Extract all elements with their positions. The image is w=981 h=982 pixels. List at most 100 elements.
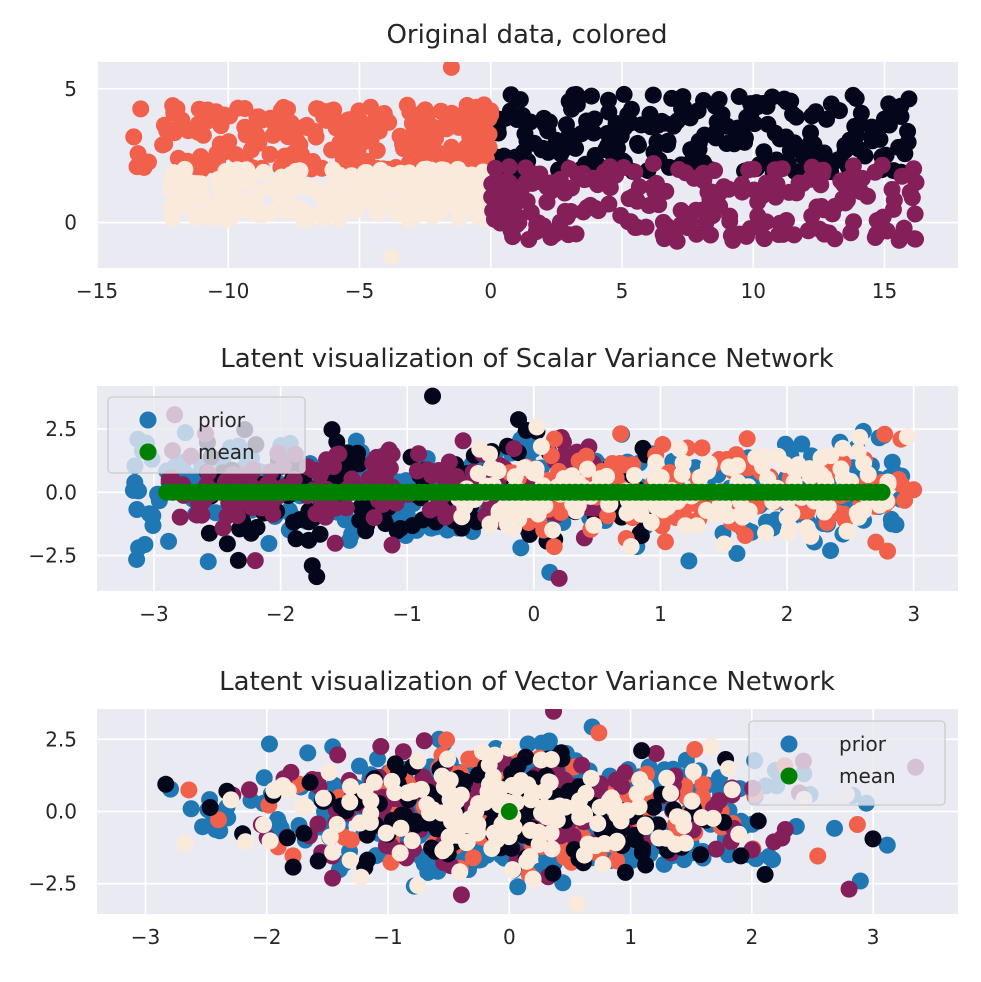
scatter-point-purple_cluster — [527, 223, 545, 241]
latent-point-cream_cluster — [352, 868, 370, 886]
scatter-point-purple_cluster — [907, 173, 925, 191]
latent-point-purple_cluster — [240, 781, 258, 799]
latent-point-cream_cluster — [341, 793, 359, 811]
legend-marker-prior — [139, 411, 157, 429]
latent-point-cream_cluster — [673, 465, 691, 483]
scatter-point-black_cluster — [521, 113, 539, 131]
scatter-point-cream_cluster — [215, 184, 233, 202]
latent-point-black_cluster — [303, 557, 321, 575]
scatter-point-black_cluster — [784, 140, 802, 158]
scatter-point-cream_cluster — [228, 163, 246, 181]
latent-point-orange_cluster — [867, 533, 885, 551]
scatter-point-orange_cluster — [316, 103, 334, 121]
latent-point-cream_cluster — [451, 863, 469, 881]
scatter-point-cream_cluster — [442, 185, 460, 203]
scatter-point-black_cluster — [659, 136, 677, 154]
latent-point-black_cluster — [864, 830, 882, 848]
scatter-point-purple_cluster — [504, 228, 522, 246]
x-tick-label: −5 — [345, 279, 374, 303]
latent-point-cream_cluster — [409, 876, 427, 894]
prior-point — [887, 516, 905, 534]
scatter-point-purple_cluster — [562, 203, 580, 221]
latent-point-cream_cluster — [528, 418, 546, 436]
latent-point-cream_cluster — [855, 502, 873, 520]
latent-point-cream_cluster — [435, 778, 453, 796]
prior-point — [826, 819, 844, 837]
latent-point-cream_cluster — [582, 769, 600, 787]
latent-point-purple_cluster — [427, 465, 445, 483]
scatter-point-purple_cluster — [697, 214, 715, 232]
legend-label-mean: mean — [198, 440, 255, 464]
latent-point-purple_cluster — [326, 534, 344, 552]
scatter-point-black_cluster — [629, 134, 647, 152]
scatter-point-black_cluster — [560, 92, 578, 110]
scatter-point-orange_cluster — [248, 126, 266, 144]
chart-title: Latent visualization of Scalar Variance … — [220, 344, 834, 374]
scatter-point-cream_cluster — [224, 206, 242, 224]
scatter-point-black_cluster — [689, 102, 707, 120]
latent-point-cream_cluster — [815, 503, 833, 521]
latent-point-orange_cluster — [335, 828, 353, 846]
latent-point-cream_cluster — [469, 824, 487, 842]
scatter-point-black_cluster — [846, 117, 864, 135]
latent-point-cream_cluster — [626, 466, 644, 484]
scatter-point-black_cluster — [822, 95, 840, 113]
latent-point-cream_cluster — [328, 816, 346, 834]
scatter-point-cream_cluster — [380, 193, 398, 211]
x-tick-label: −2 — [266, 602, 295, 626]
latent-point-orange_cluster — [848, 816, 866, 834]
panel-vector-variance-latent: Latent visualization of Vector Variance … — [28, 667, 958, 949]
latent-point-cream_cluster — [598, 467, 616, 485]
scatter-point-cream_cluster — [326, 176, 344, 194]
scatter-point-black_cluster — [582, 87, 600, 105]
scatter-point-orange_cluster — [478, 123, 496, 141]
scatter-point-purple_cluster — [601, 158, 619, 176]
latent-point-purple_cluster — [374, 469, 392, 487]
latent-point-cream_cluster — [688, 517, 706, 535]
latent-point-purple_cluster — [365, 509, 383, 527]
prior-point — [878, 836, 896, 854]
scatter-point-orange_cluster — [200, 156, 218, 174]
latent-point-purple_cluster — [408, 462, 426, 480]
latent-point-orange_cluster — [209, 811, 227, 829]
latent-point-orange_cluster — [438, 731, 456, 749]
x-tick-label: −3 — [139, 602, 168, 626]
latent-point-black_cluster — [386, 755, 404, 773]
latent-point-cream_cluster — [591, 798, 609, 816]
scatter-point-purple_cluster — [560, 160, 578, 178]
scatter-point-purple_cluster — [630, 178, 648, 196]
latent-point-purple_cluster — [380, 441, 398, 459]
latent-point-cream_cluster — [647, 453, 665, 471]
legend: prior mean — [107, 396, 306, 474]
scatter-point-black_cluster — [690, 134, 708, 152]
latent-point-purple_cluster — [372, 737, 390, 755]
latent-point-orange_cluster — [590, 724, 608, 742]
latent-point-cream_cluster — [702, 737, 720, 755]
scatter-point-orange_cluster — [480, 138, 498, 156]
latent-point-orange_cluster — [693, 439, 711, 457]
latent-point-cream_cluster — [622, 538, 640, 556]
latent-point-cream_cluster — [834, 439, 852, 457]
scatter-point-cream_cluster — [382, 248, 400, 266]
latent-point-cream_cluster — [497, 500, 515, 518]
latent-point-cream_cluster — [647, 498, 665, 516]
x-tick-label: −2 — [252, 925, 281, 949]
scatter-point-black_cluster — [708, 113, 726, 131]
latent-point-orange_cluster — [612, 425, 630, 443]
prior-point — [728, 544, 746, 562]
latent-point-black_cluster — [692, 846, 710, 864]
prior-point — [124, 481, 142, 499]
latent-point-orange_cluster — [876, 425, 894, 443]
legend-marker-mean — [780, 767, 798, 785]
scatter-point-orange_cluster — [132, 100, 150, 118]
latent-point-cream_cluster — [642, 513, 660, 531]
prior-point — [419, 863, 437, 881]
scatter-point-cream_cluster — [255, 163, 273, 181]
prior-point — [199, 553, 217, 571]
latent-point-cream_cluster — [594, 855, 612, 873]
scatter-point-black_cluster — [598, 124, 616, 142]
x-tick-label: 15 — [872, 279, 897, 303]
latent-point-cream_cluster — [500, 739, 518, 757]
scatter-point-purple_cluster — [844, 157, 862, 175]
latent-point-black_cluster — [287, 530, 305, 548]
